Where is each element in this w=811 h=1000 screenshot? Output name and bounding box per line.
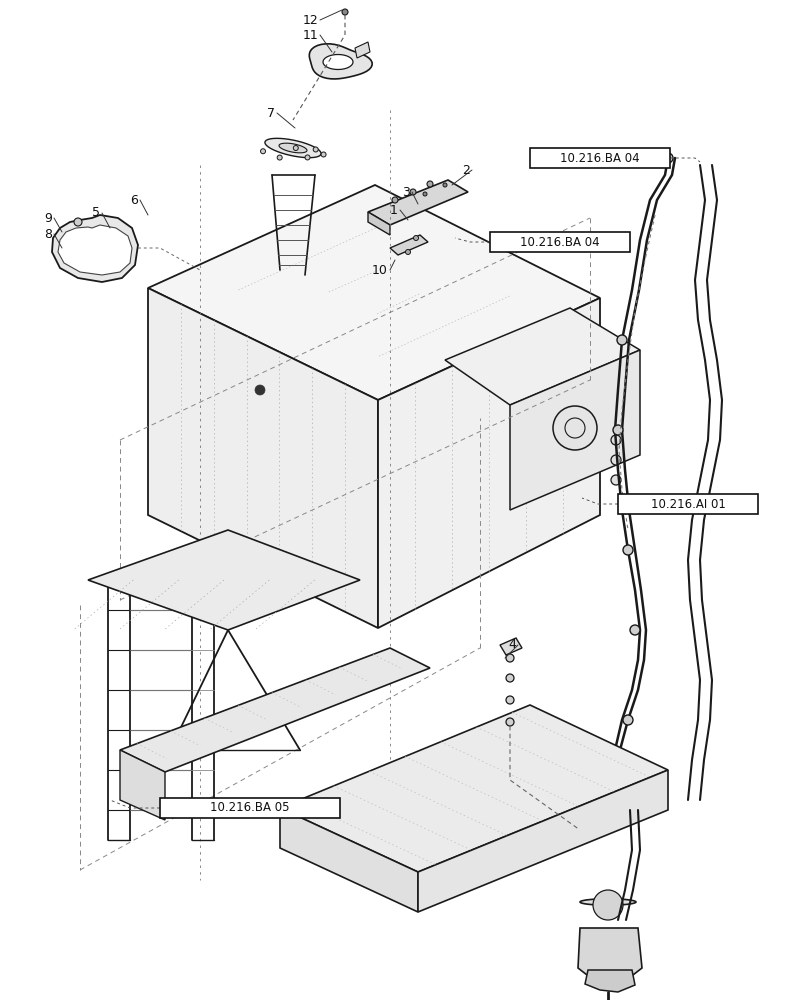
Polygon shape (418, 770, 667, 912)
Circle shape (610, 435, 620, 445)
Polygon shape (367, 180, 467, 225)
Polygon shape (354, 42, 370, 58)
Circle shape (612, 425, 622, 435)
Text: 2: 2 (461, 164, 470, 177)
Polygon shape (509, 350, 639, 510)
Circle shape (293, 146, 298, 151)
Circle shape (405, 249, 410, 254)
Text: 5: 5 (92, 207, 100, 220)
Circle shape (313, 147, 318, 152)
Polygon shape (309, 44, 371, 79)
Text: 10: 10 (371, 263, 388, 276)
Circle shape (629, 625, 639, 635)
Text: 1: 1 (389, 204, 397, 217)
Polygon shape (58, 225, 132, 275)
Polygon shape (52, 215, 138, 282)
Circle shape (305, 155, 310, 160)
Polygon shape (500, 638, 521, 655)
Circle shape (74, 218, 82, 226)
Circle shape (663, 153, 672, 163)
Circle shape (260, 149, 265, 154)
Circle shape (505, 674, 513, 682)
Text: 11: 11 (302, 29, 318, 42)
Text: 4: 4 (508, 639, 515, 652)
Circle shape (443, 183, 446, 187)
Circle shape (341, 9, 348, 15)
Circle shape (622, 545, 633, 555)
Polygon shape (444, 308, 639, 405)
Polygon shape (120, 648, 430, 772)
FancyBboxPatch shape (530, 148, 669, 168)
Text: 10.216.BA 05: 10.216.BA 05 (210, 801, 290, 814)
Circle shape (427, 181, 432, 187)
Polygon shape (577, 928, 642, 985)
Circle shape (320, 152, 326, 157)
Circle shape (505, 696, 513, 704)
Text: 12: 12 (302, 14, 318, 27)
Polygon shape (280, 808, 418, 912)
Text: 8: 8 (44, 228, 52, 240)
Polygon shape (579, 899, 635, 905)
Circle shape (392, 197, 397, 203)
Text: 10.216.BA 04: 10.216.BA 04 (520, 235, 599, 248)
Polygon shape (323, 55, 353, 69)
Polygon shape (120, 750, 165, 820)
Circle shape (277, 155, 282, 160)
Text: 3: 3 (401, 186, 410, 198)
FancyBboxPatch shape (489, 232, 629, 252)
Polygon shape (88, 530, 359, 630)
FancyBboxPatch shape (617, 494, 757, 514)
Circle shape (423, 192, 427, 196)
Text: 7: 7 (267, 107, 275, 120)
Circle shape (552, 406, 596, 450)
Circle shape (255, 385, 264, 395)
Text: 10.216.AI 01: 10.216.AI 01 (650, 497, 724, 510)
Circle shape (592, 890, 622, 920)
Circle shape (505, 654, 513, 662)
Text: 9: 9 (44, 212, 52, 225)
Circle shape (413, 235, 418, 240)
Polygon shape (378, 298, 599, 628)
Polygon shape (280, 705, 667, 872)
Polygon shape (148, 185, 599, 400)
Polygon shape (279, 143, 307, 153)
Circle shape (610, 475, 620, 485)
Circle shape (616, 335, 626, 345)
Text: 6: 6 (130, 194, 138, 207)
Polygon shape (389, 235, 427, 255)
Circle shape (622, 715, 633, 725)
Circle shape (410, 189, 415, 195)
Polygon shape (148, 288, 378, 628)
Polygon shape (367, 212, 389, 235)
Circle shape (610, 455, 620, 465)
Text: 10.216.BA 04: 10.216.BA 04 (560, 152, 639, 165)
Polygon shape (264, 138, 320, 158)
Polygon shape (584, 970, 634, 992)
Circle shape (505, 718, 513, 726)
FancyBboxPatch shape (160, 798, 340, 818)
